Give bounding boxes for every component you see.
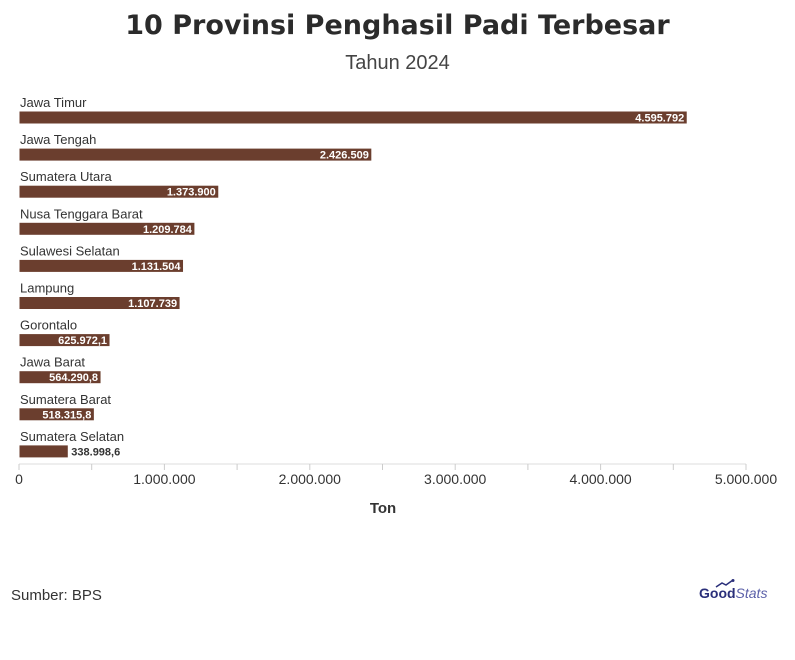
x-tick-label: 2.000.000: [279, 471, 341, 487]
category-label: Jawa Barat: [20, 355, 85, 370]
bar: [18, 221, 196, 236]
category-label: Jawa Tengah: [20, 132, 96, 147]
x-tick-label: 1.000.000: [133, 471, 195, 487]
value-label: 625.972,1: [58, 335, 107, 347]
bar: [18, 370, 102, 385]
value-label: 1.373.900: [167, 187, 216, 199]
category-label: Sulawesi Selatan: [20, 243, 120, 258]
category-label: Jawa Timur: [20, 95, 87, 110]
bar-chart: Jawa Timur 4.595.792 Jawa Tengah 2.426.509 S…: [15, 95, 777, 517]
goodstats-logo: GoodStats: [699, 579, 768, 601]
x-axis-title: Ton: [370, 500, 396, 517]
bar: [18, 444, 69, 459]
chart-subtitle: Tahun 2024: [345, 52, 450, 74]
x-tick-label: 3.000.000: [424, 471, 486, 487]
bar: [18, 147, 373, 162]
value-label: 1.209.784: [143, 224, 193, 236]
value-label: 4.595.792: [635, 113, 684, 125]
category-label: Nusa Tenggara Barat: [20, 206, 143, 221]
x-tick-label: 4.000.000: [569, 471, 631, 487]
value-label: 564.290,8: [49, 372, 98, 384]
x-tick-label: 0: [15, 471, 23, 487]
category-label: Lampung: [20, 281, 74, 296]
value-label: 1.131.504: [132, 261, 182, 273]
category-label: Sumatera Barat: [20, 392, 111, 407]
value-label: 338.998,6: [71, 446, 120, 458]
bar: [18, 407, 95, 422]
category-label: Gorontalo: [20, 318, 77, 333]
value-label: 2.426.509: [320, 150, 369, 162]
logo-part1: Good: [699, 585, 736, 601]
category-label: Sumatera Utara: [20, 169, 113, 184]
source-note: Sumber: BPS: [11, 587, 102, 604]
chart-title: 10 Provinsi Penghasil Padi Terbesar: [125, 10, 670, 41]
value-label: 1.107.739: [128, 298, 177, 310]
category-label: Sumatera Selatan: [20, 429, 124, 444]
x-tick-label: 5.000.000: [715, 471, 777, 487]
bar: [18, 184, 220, 199]
bar: [18, 110, 688, 125]
bar: [18, 296, 181, 310]
logo-part2: Stats: [735, 585, 768, 601]
trend-icon: [715, 579, 735, 588]
bar: [18, 258, 185, 273]
bar: [18, 333, 111, 348]
value-label: 518.315,8: [42, 409, 91, 421]
